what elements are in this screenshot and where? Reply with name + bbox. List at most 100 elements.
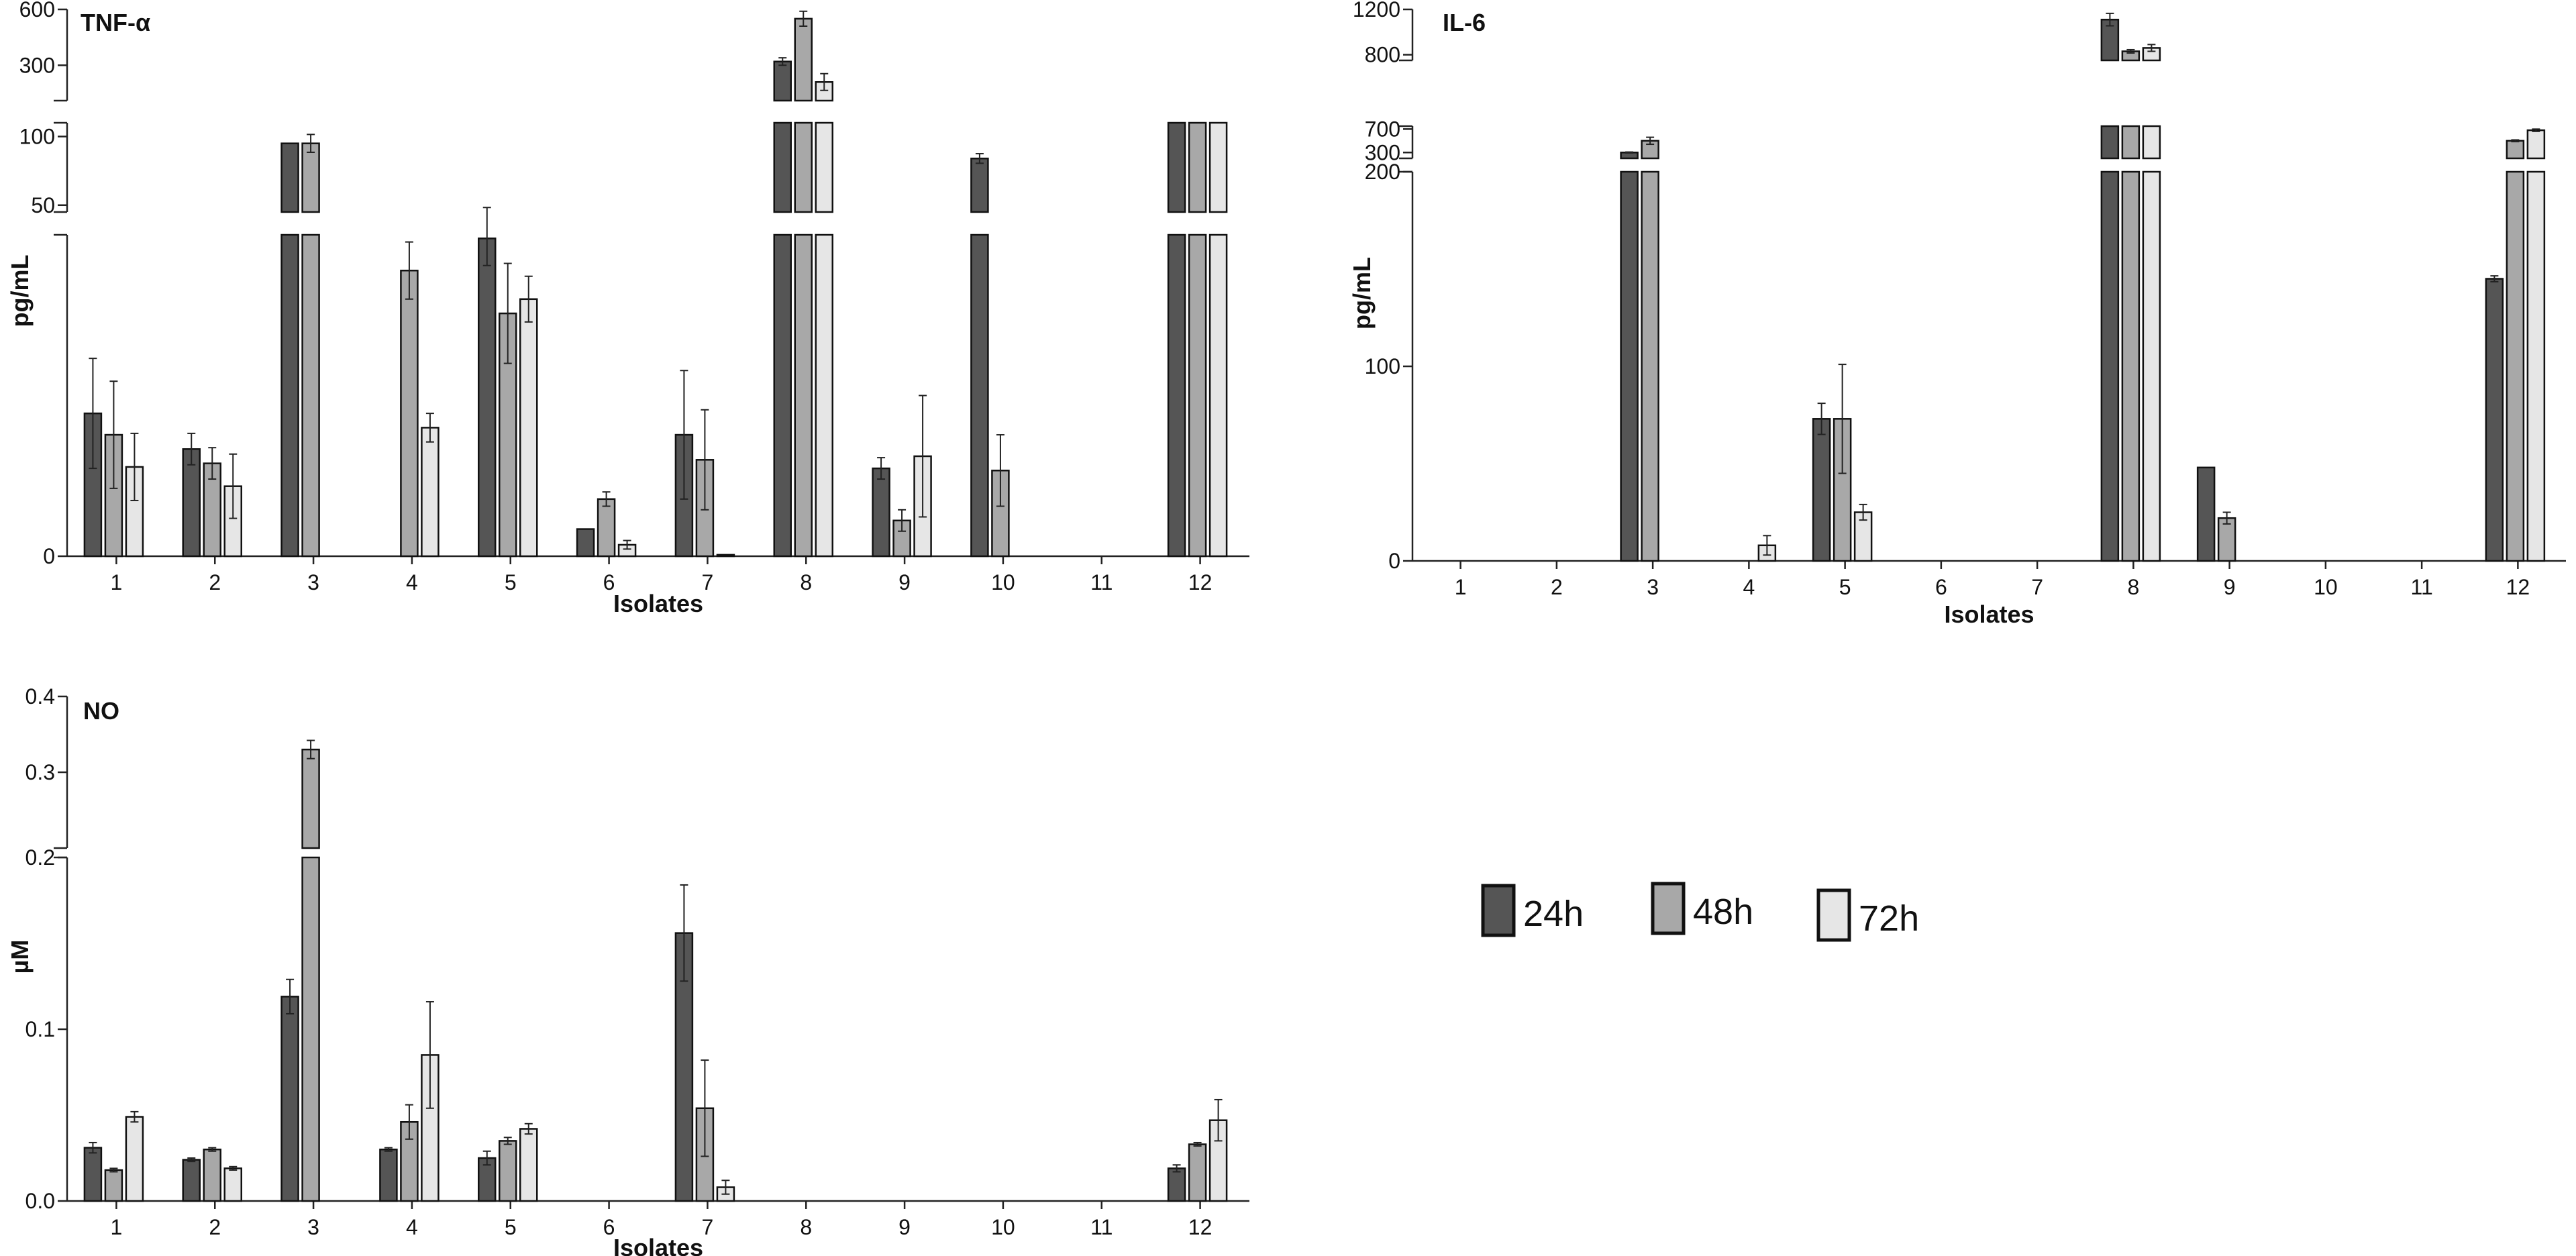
bar-group-48h-isolate-12 bbox=[2506, 139, 2525, 562]
bar bbox=[301, 142, 320, 213]
x-tick-label: 5 bbox=[1839, 575, 1851, 599]
bar-group-72h-isolate-5 bbox=[519, 1122, 538, 1202]
bar bbox=[1167, 233, 1186, 558]
bar bbox=[182, 1159, 201, 1202]
bar-group-24h-isolate-5 bbox=[478, 1150, 497, 1202]
bar bbox=[2142, 125, 2161, 160]
bar bbox=[400, 269, 419, 558]
y-tick-label: 0.2 bbox=[25, 845, 55, 870]
bar bbox=[1208, 233, 1228, 558]
bar bbox=[104, 1169, 123, 1202]
bar bbox=[519, 298, 538, 558]
bar-group-24h-isolate-12 bbox=[1167, 1164, 1186, 1202]
bar-group-72h-isolate-4 bbox=[1757, 535, 1777, 562]
bar bbox=[1208, 121, 1228, 213]
bar bbox=[478, 238, 497, 558]
bar-group-72h-isolate-1 bbox=[125, 1110, 144, 1202]
bar bbox=[716, 554, 735, 558]
x-tick-label: 12 bbox=[2506, 575, 2530, 599]
bar bbox=[2506, 140, 2525, 160]
y-tick-label: 700 bbox=[1365, 117, 1400, 141]
bar bbox=[280, 996, 299, 1202]
y-tick-label: 0.0 bbox=[25, 1189, 55, 1213]
bar bbox=[1167, 1167, 1186, 1202]
x-axis-title: Isolates bbox=[613, 590, 703, 617]
x-tick-label: 5 bbox=[505, 570, 517, 594]
bar-group-48h-isolate-9 bbox=[892, 509, 911, 558]
bar-group-72h-isolate-9 bbox=[913, 395, 932, 558]
legend-item-24h: 24h bbox=[1481, 884, 1584, 937]
bar bbox=[576, 528, 595, 558]
bar bbox=[970, 157, 989, 213]
bar-group-72h-isolate-12 bbox=[2526, 128, 2546, 562]
y-axis-title: pg/mL bbox=[1348, 257, 1376, 329]
bar-group-48h-isolate-9 bbox=[2217, 511, 2236, 562]
x-tick-label: 9 bbox=[898, 570, 911, 594]
bar-group-24h-isolate-5 bbox=[478, 207, 497, 558]
bar-group-24h-isolate-8 bbox=[2100, 12, 2120, 562]
bar bbox=[379, 1148, 398, 1202]
legend: 24h 48h 72h bbox=[1481, 882, 1919, 942]
chart-title: NO bbox=[83, 697, 119, 725]
x-tick-label: 6 bbox=[603, 1215, 615, 1239]
bar bbox=[2506, 170, 2525, 562]
bar bbox=[301, 748, 320, 849]
bar-group-48h-isolate-5 bbox=[499, 1137, 517, 1202]
chart-title: IL-6 bbox=[1443, 9, 1486, 36]
bar-group-24h-isolate-5 bbox=[1812, 403, 1831, 562]
bar-group-72h-isolate-1 bbox=[125, 432, 144, 558]
bar-group-48h-isolate-8 bbox=[794, 10, 813, 558]
bar-group-48h-isolate-2 bbox=[203, 447, 221, 558]
x-tick-label: 5 bbox=[505, 1215, 517, 1239]
bar-group-48h-isolate-7 bbox=[695, 1059, 715, 1202]
bar-group-24h-isolate-9 bbox=[872, 457, 890, 558]
bar-group-48h-isolate-5 bbox=[499, 262, 517, 558]
bar-group-24h-isolate-1 bbox=[83, 1141, 103, 1202]
bar-group-72h-isolate-2 bbox=[223, 1165, 242, 1202]
bar bbox=[2121, 170, 2141, 562]
y-tick-label: 300 bbox=[19, 53, 55, 77]
x-tick-label: 7 bbox=[702, 570, 714, 594]
bar-group-48h-isolate-1 bbox=[104, 380, 123, 558]
legend-swatch bbox=[1481, 884, 1516, 937]
x-tick-label: 7 bbox=[2031, 575, 2043, 599]
x-tick-label: 11 bbox=[1090, 1215, 1113, 1239]
bar bbox=[421, 427, 440, 558]
bar-group-72h-isolate-8 bbox=[2142, 44, 2161, 562]
y-tick-label: 0.4 bbox=[25, 684, 55, 709]
x-tick-label: 6 bbox=[1935, 575, 1947, 599]
y-tick-label: 200 bbox=[1365, 160, 1400, 184]
x-tick-label: 6 bbox=[603, 570, 615, 594]
bar-group-24h-isolate-7 bbox=[674, 884, 694, 1202]
bar bbox=[2526, 170, 2546, 562]
x-tick-label: 2 bbox=[209, 1215, 221, 1239]
bar-group-24h-isolate-3 bbox=[280, 978, 299, 1202]
x-tick-label: 4 bbox=[1743, 575, 1755, 599]
legend-swatch bbox=[1816, 888, 1851, 942]
bar bbox=[1620, 170, 1639, 562]
x-tick-label: 10 bbox=[2314, 575, 2338, 599]
y-tick-label: 300 bbox=[1365, 140, 1400, 164]
bar-group-48h-isolate-4 bbox=[400, 241, 419, 558]
y-tick-label: 800 bbox=[1365, 43, 1400, 67]
bar-group-72h-isolate-5 bbox=[1853, 503, 1873, 562]
legend-label: 72h bbox=[1859, 898, 1919, 939]
bar-group-24h-isolate-4 bbox=[379, 1147, 398, 1202]
bar-group-48h-isolate-8 bbox=[2121, 48, 2141, 562]
x-tick-label: 1 bbox=[111, 570, 123, 594]
x-tick-label: 3 bbox=[1647, 575, 1659, 599]
legend-swatch bbox=[1651, 882, 1686, 935]
y-tick-label: 1200 bbox=[1353, 0, 1400, 21]
bar-group-48h-isolate-1 bbox=[104, 1167, 123, 1202]
bar bbox=[1641, 170, 1659, 562]
bar-group-48h-isolate-12 bbox=[1188, 1141, 1207, 1202]
bar bbox=[2196, 466, 2216, 562]
x-tick-label: 2 bbox=[1551, 575, 1563, 599]
bar-group-24h-isolate-3 bbox=[1620, 151, 1639, 562]
x-tick-label: 1 bbox=[111, 1215, 123, 1239]
x-axis-title: Isolates bbox=[1944, 600, 2034, 628]
bar-group-24h-isolate-6 bbox=[576, 528, 595, 558]
